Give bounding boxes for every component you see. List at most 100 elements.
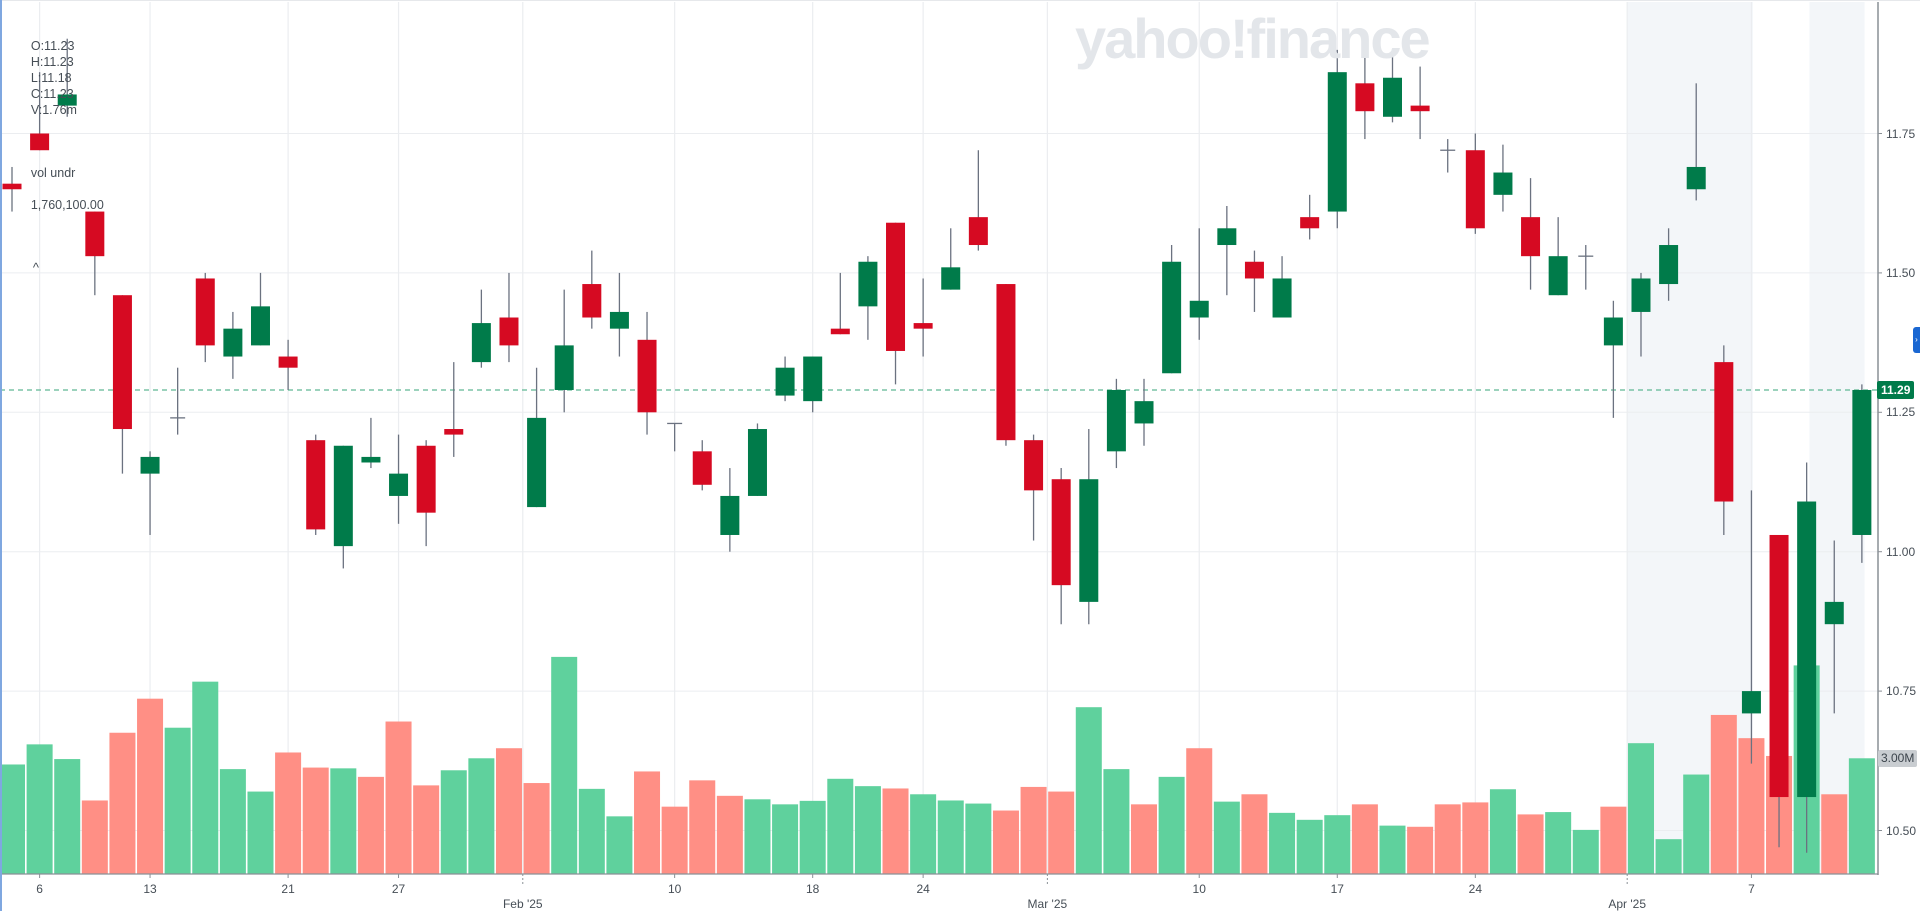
candle-up[interactable] xyxy=(1686,166,1706,190)
candle-down[interactable] xyxy=(996,284,1016,441)
candle-up[interactable] xyxy=(747,429,767,496)
volume-bar[interactable] xyxy=(1434,804,1461,874)
candle-down[interactable] xyxy=(1714,362,1734,502)
candle-down[interactable] xyxy=(444,429,464,435)
candle-up[interactable] xyxy=(1189,300,1209,318)
volume-bar[interactable] xyxy=(689,780,716,874)
volume-bar[interactable] xyxy=(1241,794,1268,874)
candle-up[interactable] xyxy=(471,323,491,363)
volume-bar[interactable] xyxy=(1407,826,1434,874)
candle-up[interactable] xyxy=(1603,317,1623,346)
candle-up[interactable] xyxy=(1852,389,1872,535)
volume-bar[interactable] xyxy=(468,758,495,874)
volume-bar[interactable] xyxy=(26,744,53,874)
volume-bar[interactable] xyxy=(634,771,661,874)
candle-down[interactable] xyxy=(1300,217,1320,229)
volume-bar[interactable] xyxy=(413,785,440,874)
candle-up[interactable] xyxy=(1383,77,1402,117)
volume-bar[interactable] xyxy=(1489,789,1516,874)
volume-bar[interactable] xyxy=(1269,812,1296,874)
candle-up[interactable] xyxy=(527,417,547,508)
candle-up[interactable] xyxy=(1493,172,1513,195)
candle-up[interactable] xyxy=(554,345,574,390)
volume-bar[interactable] xyxy=(1324,815,1351,874)
volume-bar[interactable] xyxy=(357,776,384,874)
candle-down[interactable] xyxy=(306,440,326,530)
candle-up[interactable] xyxy=(1631,278,1651,312)
candle-up[interactable] xyxy=(140,456,160,474)
volume-bar[interactable] xyxy=(1379,825,1406,874)
candle-up[interactable] xyxy=(1659,245,1679,285)
expand-panel-tab[interactable]: › xyxy=(1913,327,1920,353)
candle-down[interactable] xyxy=(499,317,519,346)
volume-bar[interactable] xyxy=(1020,786,1047,874)
volume-bar[interactable] xyxy=(1048,791,1075,874)
candle-down[interactable] xyxy=(278,356,298,368)
candle-up[interactable] xyxy=(858,261,878,307)
candle-up[interactable] xyxy=(389,473,409,496)
candle-up[interactable] xyxy=(1134,401,1154,424)
volume-bar[interactable] xyxy=(772,804,799,874)
volume-bar[interactable] xyxy=(578,788,605,874)
candle-down[interactable] xyxy=(1051,479,1071,586)
candle-up[interactable] xyxy=(1162,261,1182,374)
volume-bar[interactable] xyxy=(247,791,274,874)
candle-down[interactable] xyxy=(692,451,712,485)
candle-down[interactable] xyxy=(85,211,105,257)
candle-down[interactable] xyxy=(637,339,657,413)
volume-bar[interactable] xyxy=(1600,806,1627,874)
volume-bar[interactable] xyxy=(109,732,136,874)
candle-down[interactable] xyxy=(913,323,933,329)
volume-bar[interactable] xyxy=(1545,812,1572,874)
volume-bar[interactable] xyxy=(1821,794,1848,874)
candle-down[interactable] xyxy=(830,328,850,335)
volume-bar[interactable] xyxy=(440,770,467,874)
volume-bar[interactable] xyxy=(882,788,909,874)
candle-down[interactable] xyxy=(195,278,215,346)
volume-bar[interactable] xyxy=(992,810,1019,874)
candle-down[interactable] xyxy=(416,445,436,513)
volume-bar[interactable] xyxy=(910,794,937,874)
volume-bar[interactable] xyxy=(1517,814,1544,874)
volume-bar[interactable] xyxy=(744,799,771,874)
candle-down[interactable] xyxy=(1521,217,1541,257)
volume-bar[interactable] xyxy=(606,816,633,874)
candle-up[interactable] xyxy=(1079,479,1099,602)
candle-up[interactable] xyxy=(1741,691,1761,714)
candle-down[interactable] xyxy=(1024,440,1044,491)
candle-down[interactable] xyxy=(30,133,50,151)
candle-up[interactable] xyxy=(333,445,353,547)
volume-bar[interactable] xyxy=(1186,748,1213,874)
volume-bar[interactable] xyxy=(1213,801,1240,874)
volume-bar[interactable] xyxy=(54,759,81,874)
volume-bar[interactable] xyxy=(551,656,578,874)
candle-up[interactable] xyxy=(1272,278,1292,318)
volume-bar[interactable] xyxy=(661,806,688,874)
volume-bar[interactable] xyxy=(164,727,191,874)
candle-up[interactable] xyxy=(361,456,381,463)
volume-bar[interactable] xyxy=(385,721,412,874)
volume-bar[interactable] xyxy=(827,778,854,874)
candle-up[interactable] xyxy=(609,311,629,329)
candle-down[interactable] xyxy=(1355,83,1375,112)
candle-up[interactable] xyxy=(775,367,795,396)
collapse-legend-icon[interactable]: ^ xyxy=(32,260,39,275)
volume-bar[interactable] xyxy=(854,786,881,874)
volume-indicator-legend[interactable]: vol undr 1,760,100.00 xyxy=(10,149,104,229)
volume-bar[interactable] xyxy=(81,800,108,874)
candle-up[interactable] xyxy=(57,94,77,106)
volume-bar[interactable] xyxy=(1848,758,1875,874)
volume-bar[interactable] xyxy=(1655,839,1682,874)
candle-up[interactable] xyxy=(720,495,740,535)
volume-bar[interactable] xyxy=(799,800,826,874)
candle-up[interactable] xyxy=(941,267,961,290)
volume-bar[interactable] xyxy=(965,803,992,874)
volume-bar[interactable] xyxy=(1351,804,1378,874)
volume-bar[interactable] xyxy=(219,769,246,874)
volume-bar[interactable] xyxy=(1572,829,1599,874)
candle-down[interactable] xyxy=(1410,105,1430,112)
candle-down[interactable] xyxy=(2,183,22,190)
volume-bar[interactable] xyxy=(0,764,26,874)
